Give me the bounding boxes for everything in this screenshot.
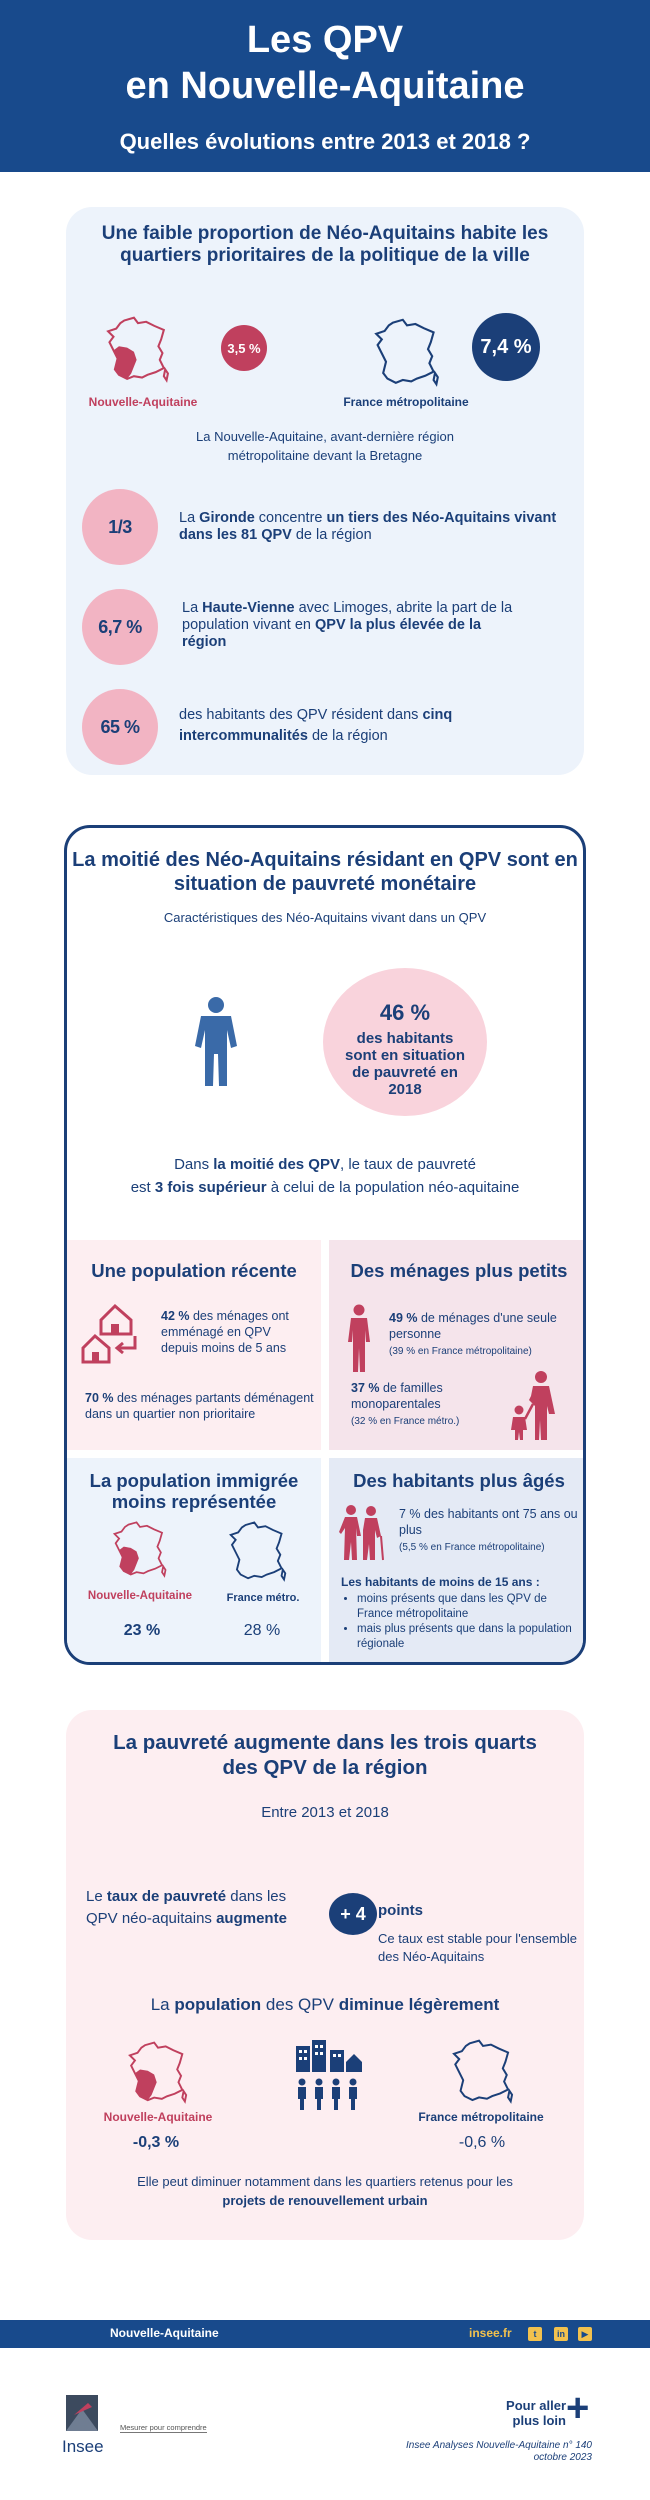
page-subtitle: Quelles évolutions entre 2013 et 2018 ?: [119, 129, 531, 154]
older-stat-75: 7 % des habitants ont 75 ans ou plus (5,5…: [399, 1507, 578, 1553]
section3-date-range: Entre 2013 et 2018: [261, 1804, 389, 1821]
population-france-value: -0,6 %: [458, 2134, 506, 2151]
recent-stat-leaving: 70 % des ménages partants déménagent dan…: [85, 1391, 314, 1421]
population-decline-heading: La population des QPV diminue légèrement: [150, 1995, 500, 2014]
poverty-factor-note: Dans la moitié des QPV, le taux de pauvr…: [130, 1156, 520, 1196]
nouvelle-aquitaine-map-icon: [126, 2040, 190, 2104]
population-france-label: France métropolitaine: [418, 2110, 544, 2124]
go-further-link[interactable]: Pour aller plus loin: [506, 2398, 566, 2428]
panel-immigrant-title: La population immigrée moins représentée: [89, 1470, 299, 1512]
panel-recent-title: Une population récente: [91, 1260, 297, 1281]
stat-text-gironde: La Gironde concentre un tiers des Néo-Aq…: [179, 510, 557, 543]
france-map-icon: [450, 2038, 516, 2104]
france-share-badge: 7,4 %: [472, 313, 540, 381]
region-rank-note: La Nouvelle-Aquitaine, avant-dernière ré…: [196, 429, 454, 463]
immigrant-region-label: Nouvelle-Aquitaine: [87, 1590, 193, 1602]
recent-stat-moved: 42 % des ménages ont emménagé en QPV dep…: [161, 1309, 289, 1355]
footer-bar: Nouvelle-Aquitaine insee.fr t in ▶: [0, 2320, 650, 2348]
region-label: Nouvelle-Aquitaine: [88, 395, 198, 409]
linkedin-icon[interactable]: in: [554, 2327, 568, 2341]
insee-tagline: Mesurer pour comprendre: [120, 2423, 207, 2433]
under15-list: moins présents que dans les QPV de Franc…: [343, 1592, 579, 1652]
population-region-label: Nouvelle-Aquitaine: [103, 2110, 213, 2124]
section2-title: La moitié des Néo-Aquitains résidant en …: [72, 849, 578, 895]
france-map-icon: [372, 317, 442, 387]
elderly-couple-icon: [339, 1505, 384, 1561]
youtube-icon[interactable]: ▶: [578, 2327, 592, 2341]
stat-circle-gironde: 1/3: [82, 489, 158, 565]
points-label: points: [378, 1902, 423, 1919]
panel-immigrant-population: La population immigrée moins représentée…: [67, 1458, 321, 1662]
stat-circle-haute-vienne: 6,7 %: [82, 589, 158, 665]
section-qpv-proportion: Une faible proportion de Néo-Aquitains h…: [66, 207, 584, 775]
france-map-icon: [227, 1520, 289, 1582]
immigrant-region-value: 23 %: [123, 1622, 161, 1639]
urban-renewal-note: Elle peut diminuer notamment dans les qu…: [137, 2174, 513, 2208]
page-title-line2: en Nouvelle-Aquitaine: [125, 65, 525, 107]
population-region-value: -0,3 %: [132, 2134, 180, 2151]
nouvelle-aquitaine-map-icon: [111, 1520, 169, 1578]
buildings-people-icon: [296, 2040, 362, 2110]
households-stat-single: 49 % de ménages d'une seule personne (39 …: [389, 1311, 557, 1357]
section3-title: La pauvreté augmente dans les trois quar…: [113, 1731, 537, 1779]
poverty-rate-value: 46 %: [379, 1000, 431, 1025]
panel-older-title: Des habitants plus âgés: [353, 1470, 565, 1491]
stat-circle-intercommunalites: 65 %: [82, 689, 158, 765]
insee-wordmark: Insee: [62, 2437, 104, 2456]
person-icon: [195, 997, 237, 1086]
under15-bullet: moins présents que dans les QPV de Franc…: [357, 1592, 579, 1622]
households-stat-single-parent: 37 % de familles monoparentales (32 % en …: [351, 1381, 460, 1427]
section2-subtitle: Caractéristiques des Néo-Aquitains vivan…: [163, 910, 487, 925]
under15-bullet: mais plus présents que dans la populatio…: [357, 1622, 579, 1652]
section-poverty-increase: La pauvreté augmente dans les trois quar…: [66, 1710, 584, 2240]
immigrant-france-value: 28 %: [243, 1622, 281, 1639]
twitter-icon[interactable]: t: [528, 2327, 542, 2341]
page-title-line1: Les QPV: [246, 19, 404, 61]
footer-region: Nouvelle-Aquitaine: [110, 2326, 219, 2340]
nouvelle-aquitaine-map-icon: [104, 315, 172, 383]
poverty-increase-badge: + 4: [329, 1893, 377, 1935]
france-label: France métropolitaine: [343, 395, 469, 409]
header-banner: Les QPV en Nouvelle-Aquitaine Quelles év…: [0, 0, 650, 172]
under15-title: Les habitants de moins de 15 ans :: [341, 1575, 540, 1589]
immigrant-france-label: France métro.: [226, 1592, 300, 1604]
panel-smaller-households: Des ménages plus petits 49 % de ménages …: [329, 1240, 583, 1450]
section1-title: Une faible proportion de Néo-Aquitains h…: [101, 223, 549, 266]
poverty-rate-statement: Le taux de pauvreté dans les QPV néo-aqu…: [86, 1888, 287, 1927]
section-poverty: La moitié des Néo-Aquitains résidant en …: [64, 825, 586, 1665]
panel-households-title: Des ménages plus petits: [350, 1260, 568, 1281]
single-person-icon: [348, 1304, 370, 1372]
insee-logo-icon: [66, 2395, 98, 2431]
footer-site-link[interactable]: insee.fr: [469, 2326, 512, 2340]
region-share-badge: 3,5 %: [221, 325, 267, 371]
poverty-rate-text: des habitants sont en situation de pauvr…: [345, 1030, 465, 1098]
family-icon: [511, 1371, 555, 1440]
plus-icon[interactable]: +: [566, 2386, 590, 2430]
panel-older-residents: Des habitants plus âgés 7 % des habitant…: [329, 1458, 583, 1662]
stable-rate-note: Ce taux est stable pour l'ensemble des N…: [378, 1931, 578, 1964]
stat-text-haute-vienne: La Haute-Vienne avec Limoges, abrite la …: [182, 600, 513, 650]
publication-reference: Insee Analyses Nouvelle-Aquitaine n° 140…: [406, 2440, 592, 2463]
houses-icon: [81, 1303, 137, 1364]
stat-text-intercommunalites: des habitants des QPV résident dans cinq…: [179, 707, 453, 744]
panel-recent-population: Une population récente 42 % des ménages …: [67, 1240, 321, 1450]
poverty-rate-blob: 46 % des habitants sont en situation de …: [323, 968, 487, 1116]
